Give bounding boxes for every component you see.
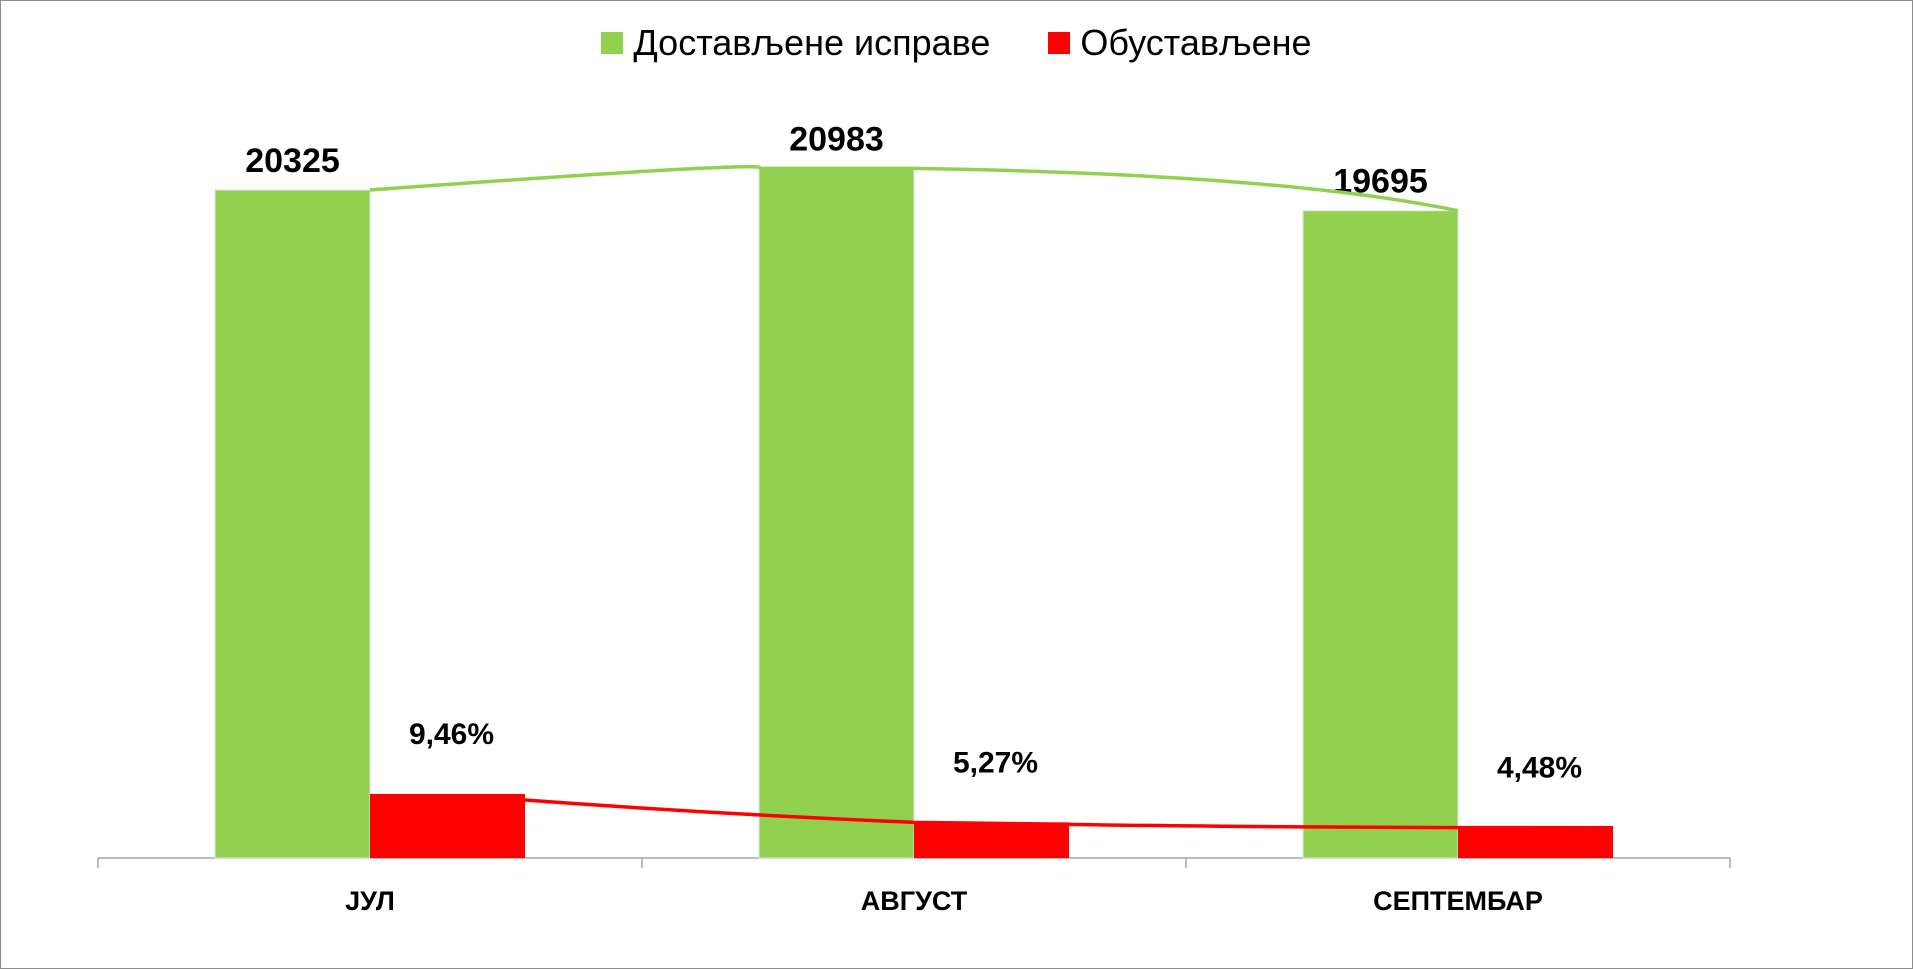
legend-label-delivered: Достављене исправе (633, 22, 991, 63)
legend-label-suspended: Обустављене (1080, 22, 1312, 63)
bar-suspended-3 (1458, 827, 1613, 858)
trendline-suspended (524, 798, 1614, 830)
bar-delivered-1 (214, 189, 371, 859)
bar-delivered-2 (758, 167, 915, 859)
legend-item-delivered: Достављене исправе (601, 22, 990, 64)
category-label-3: СЕПТЕМБАР (1373, 886, 1543, 916)
trendline-delivered (369, 164, 1459, 213)
bar-suspended-2 (914, 822, 1069, 858)
legend-item-suspended: Обустављене (1048, 22, 1312, 64)
data-label-delivered-2: 20983 (789, 120, 884, 158)
data-label-suspended-3: 4,48% (1497, 752, 1582, 785)
legend-swatch-delivered (601, 32, 624, 54)
category-label-1: ЈУЛ (345, 886, 395, 916)
data-label-suspended-1: 9,46% (409, 718, 494, 751)
data-label-delivered-3: 19695 (1333, 163, 1428, 201)
data-label-suspended-2: 5,27% (953, 746, 1038, 779)
bar-delivered-3 (1302, 210, 1459, 859)
legend-swatch-suspended (1048, 32, 1071, 54)
data-label-delivered-1: 20325 (245, 142, 340, 180)
category-label-2: АВГУСТ (861, 886, 968, 916)
bar-suspended-1 (370, 794, 525, 858)
legend: Достављене исправе Обустављене (0, 22, 1913, 64)
